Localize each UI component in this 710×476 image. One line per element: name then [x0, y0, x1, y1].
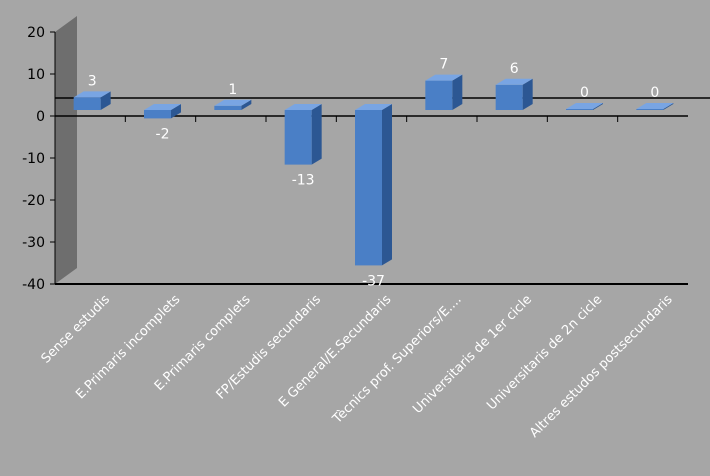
bar: 0: [566, 85, 603, 110]
data-label: -2: [156, 126, 170, 142]
bar-front: [355, 110, 382, 266]
bar-top: [284, 104, 322, 110]
bar-front: [144, 110, 171, 119]
bar-top: [214, 99, 252, 106]
y-tick-label: 10: [27, 67, 45, 83]
bar-front: [495, 84, 523, 110]
bar-top: [425, 74, 463, 81]
bar-side: [100, 91, 111, 110]
data-label: 1: [228, 82, 237, 98]
x-tick-label: Universitaris de 2n cicle: [484, 292, 605, 413]
bar-side: [311, 104, 322, 165]
bar-front: [566, 109, 593, 110]
data-label: 6: [510, 61, 519, 77]
y-tick-label: -40: [22, 277, 45, 293]
data-label: 3: [88, 73, 97, 89]
back-wall: [55, 16, 77, 284]
bar-side: [452, 74, 463, 110]
bar-top: [495, 78, 533, 85]
bar: 0: [636, 85, 674, 110]
x-tick-label: Universitaris de 1er cicle: [410, 292, 535, 417]
bar-front: [636, 109, 664, 110]
y-tick-label: 0: [36, 109, 45, 125]
y-tick-label: -30: [22, 235, 45, 251]
bar-side: [663, 103, 674, 110]
data-label: -37: [362, 273, 385, 289]
bar-front: [284, 110, 312, 165]
bar-front: [425, 80, 453, 110]
y-tick-label: 20: [27, 25, 45, 41]
bar: -2: [144, 104, 181, 142]
x-tick-label: Sense estudis: [39, 292, 114, 367]
bar-side: [593, 103, 603, 110]
bar-top: [144, 104, 181, 110]
bar-top: [355, 104, 392, 110]
bar-side: [522, 78, 533, 110]
bar-side: [171, 104, 181, 119]
x-tick-label: Altres estudos postsecundaris: [527, 292, 676, 441]
bar-top: [636, 103, 674, 109]
data-label: -13: [292, 173, 315, 189]
bar-top: [73, 91, 111, 98]
bar-front: [214, 105, 242, 110]
bar: -13: [284, 104, 322, 189]
bar-top: [566, 103, 603, 109]
bar-side: [382, 104, 392, 266]
x-tick-label: Tècnics prof. Superiors/E....: [329, 292, 464, 427]
bar: 1: [214, 82, 252, 110]
bar: 7: [425, 57, 463, 110]
data-label: 0: [650, 85, 659, 101]
bar: -37: [355, 104, 392, 289]
bar: 6: [495, 61, 533, 110]
bar-front: [73, 97, 101, 110]
bar-side: [241, 99, 252, 110]
data-label: 0: [580, 85, 589, 101]
bar: 3: [73, 73, 111, 110]
data-label: 7: [439, 57, 448, 73]
y-tick-label: -20: [22, 193, 45, 209]
y-tick-label: -10: [22, 151, 45, 167]
x-tick-label: E General/E.Secundaris: [276, 292, 394, 410]
